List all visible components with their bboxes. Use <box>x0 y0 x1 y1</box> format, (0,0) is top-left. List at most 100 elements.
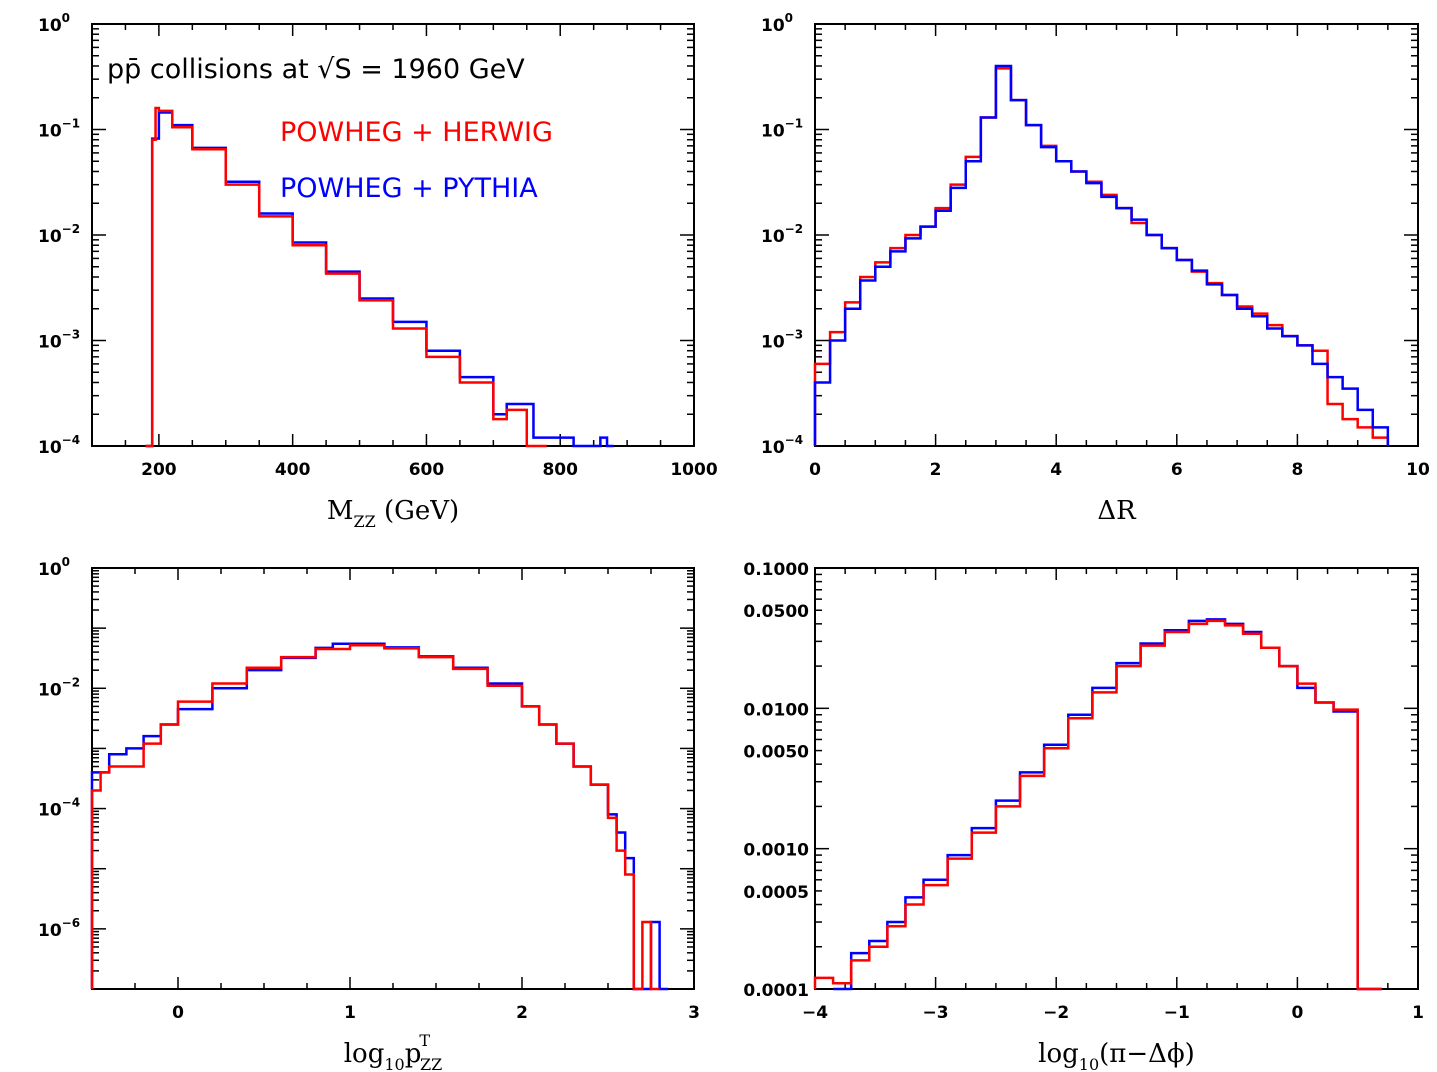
y-tick-label-exp: −1 <box>785 117 803 131</box>
y-tick-label: 10−4 <box>38 796 80 821</box>
y-tick-label-exp: −2 <box>62 675 80 689</box>
series-line-b <box>813 619 1382 991</box>
y-tick-label: 100 <box>38 11 70 36</box>
x-tick-label: 0 <box>172 1003 184 1023</box>
legend-entry: POWHEG + PYTHIA <box>280 173 538 204</box>
y-tick-label-base: 10 <box>38 921 62 941</box>
x-axis-title-sub: 10 <box>384 1055 404 1072</box>
x-tick-label: 3 <box>688 1003 700 1023</box>
y-tick-label: 10−2 <box>761 222 803 247</box>
y-tick-label-base: 10 <box>38 438 62 458</box>
series-line-a <box>145 111 614 448</box>
y-tick-label: 10−4 <box>38 433 80 458</box>
x-tick-label: 10 <box>1406 460 1430 480</box>
legend-entry: POWHEG + HERWIG <box>280 117 553 148</box>
y-tick-label: 10−2 <box>38 675 80 700</box>
series-line-b <box>813 64 1390 446</box>
y-tick-label-exp: −2 <box>785 222 803 236</box>
y-tick-label: 10−3 <box>38 328 80 353</box>
series-line-a <box>813 67 1390 446</box>
y-tick-label-base: 10 <box>761 333 785 353</box>
y-tick-label-base: 10 <box>761 16 785 36</box>
y-tick-label: 10−1 <box>761 117 803 142</box>
y-tick-label-base: 10 <box>38 122 62 142</box>
panel-bottom-right: −4 −3 −2 −1 0 1 0.1000 0.0500 0.0100 0.0050 0.0010… <box>743 560 1424 1072</box>
plot-frame <box>91 23 695 447</box>
y-tick-label: 0.0005 <box>743 883 809 903</box>
x-axis-title-main: log <box>344 1039 385 1069</box>
y-tick-label: 10−3 <box>761 328 803 353</box>
x-axis-title: MZZ (GeV) <box>327 496 459 531</box>
y-tick-label: 0.1000 <box>743 560 809 580</box>
x-axis-title-main: M <box>327 496 354 526</box>
y-tick-label: 0.0001 <box>743 981 809 1001</box>
x-tick-label: 0 <box>1291 1003 1303 1023</box>
x-axis-title-sub2: ZZ <box>420 1055 442 1072</box>
y-tick-label: 100 <box>761 11 793 36</box>
x-axis-title-sub: 10 <box>1079 1055 1099 1072</box>
y-tick-label-exp: 0 <box>62 11 70 25</box>
x-tick-label: 400 <box>275 460 311 480</box>
x-axis-title-main: log <box>1038 1039 1079 1069</box>
y-tick-label-base: 10 <box>38 333 62 353</box>
y-tick-label-exp: 0 <box>785 11 793 25</box>
x-axis-title-sup: T <box>419 1031 430 1050</box>
plot-frame <box>91 567 695 990</box>
y-tick-label: 10−6 <box>38 916 80 941</box>
y-tick-label: 0.0100 <box>743 700 809 720</box>
y-tick-label-exp: −3 <box>62 328 80 342</box>
x-axis-title-main: ΔR <box>1097 496 1137 526</box>
y-tick-label: 100 <box>38 555 70 580</box>
x-tick-label: −2 <box>1043 1003 1069 1023</box>
x-tick-label: 1 <box>344 1003 356 1023</box>
y-tick-label: 0.0500 <box>743 602 809 622</box>
y-tick-label: 0.0010 <box>743 841 809 861</box>
y-tick-label: 10−1 <box>38 117 80 142</box>
x-tick-label: 6 <box>1171 460 1183 480</box>
x-tick-label: −1 <box>1164 1003 1190 1023</box>
series-line-b <box>145 106 547 448</box>
x-tick-label: 200 <box>141 460 177 480</box>
x-tick-label: 4 <box>1050 460 1062 480</box>
x-tick-label: 0 <box>809 460 821 480</box>
y-tick-label-exp: −3 <box>785 328 803 342</box>
y-tick-label-exp: −2 <box>62 222 80 236</box>
x-axis-title: ΔR <box>1097 496 1137 526</box>
y-tick-label-base: 10 <box>38 16 62 36</box>
series-line-b <box>90 643 660 991</box>
x-axis-title-rest: (GeV) <box>376 496 459 526</box>
x-tick-label: 2 <box>516 1003 528 1023</box>
y-tick-label-exp: −1 <box>62 117 80 131</box>
x-tick-label: −4 <box>802 1003 828 1023</box>
series-line-a <box>833 618 1382 991</box>
x-axis-title-sub: ZZ <box>353 512 375 531</box>
y-tick-label-base: 10 <box>761 227 785 247</box>
y-tick-label-exp: −6 <box>62 916 80 930</box>
y-tick-label: 10−2 <box>38 222 80 247</box>
x-axis-title-rest: p <box>405 1039 422 1069</box>
y-tick-label-exp: −4 <box>62 433 80 447</box>
x-tick-label: 1 <box>1412 1003 1424 1023</box>
x-axis-title: log10pT ZZ <box>344 1031 443 1072</box>
y-tick-label-base: 10 <box>38 560 62 580</box>
x-tick-label: 8 <box>1291 460 1303 480</box>
y-tick-label: 10−4 <box>761 433 803 458</box>
y-tick-label-base: 10 <box>761 122 785 142</box>
x-axis-title-rest: (π−Δϕ) <box>1099 1039 1195 1069</box>
y-tick-label-base: 10 <box>38 227 62 247</box>
y-tick-label-exp: 0 <box>62 555 70 569</box>
y-tick-label-base: 10 <box>38 801 62 821</box>
y-tick-label: 0.0050 <box>743 743 809 763</box>
y-tick-label-exp: −4 <box>785 433 803 447</box>
y-tick-label-base: 10 <box>761 438 785 458</box>
y-tick-label-exp: −4 <box>62 796 80 810</box>
x-tick-label: 1000 <box>670 460 717 480</box>
x-tick-label: 600 <box>409 460 445 480</box>
x-tick-label: −3 <box>923 1003 949 1023</box>
x-tick-label: 2 <box>930 460 942 480</box>
series-line-a <box>90 642 669 991</box>
